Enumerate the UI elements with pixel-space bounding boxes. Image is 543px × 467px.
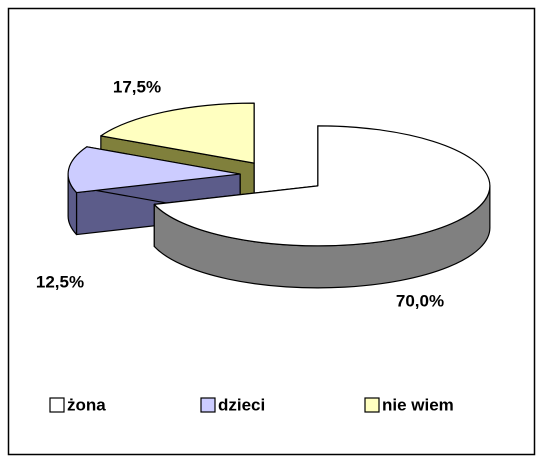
- legend-label: dzieci: [218, 395, 265, 414]
- pie-slice: [153, 125, 491, 289]
- slice-top: [153, 125, 491, 247]
- legend-label: nie wiem: [382, 395, 454, 414]
- data-label: 12,5%: [36, 272, 84, 291]
- data-label: 70,0%: [396, 291, 444, 310]
- legend-label: żona: [67, 395, 106, 414]
- data-label: 17,5%: [113, 77, 161, 96]
- slice-top: [67, 146, 241, 194]
- slice-top: [100, 102, 255, 164]
- legend-swatch: [49, 397, 65, 413]
- legend-swatch: [200, 397, 216, 413]
- legend-swatch: [364, 397, 380, 413]
